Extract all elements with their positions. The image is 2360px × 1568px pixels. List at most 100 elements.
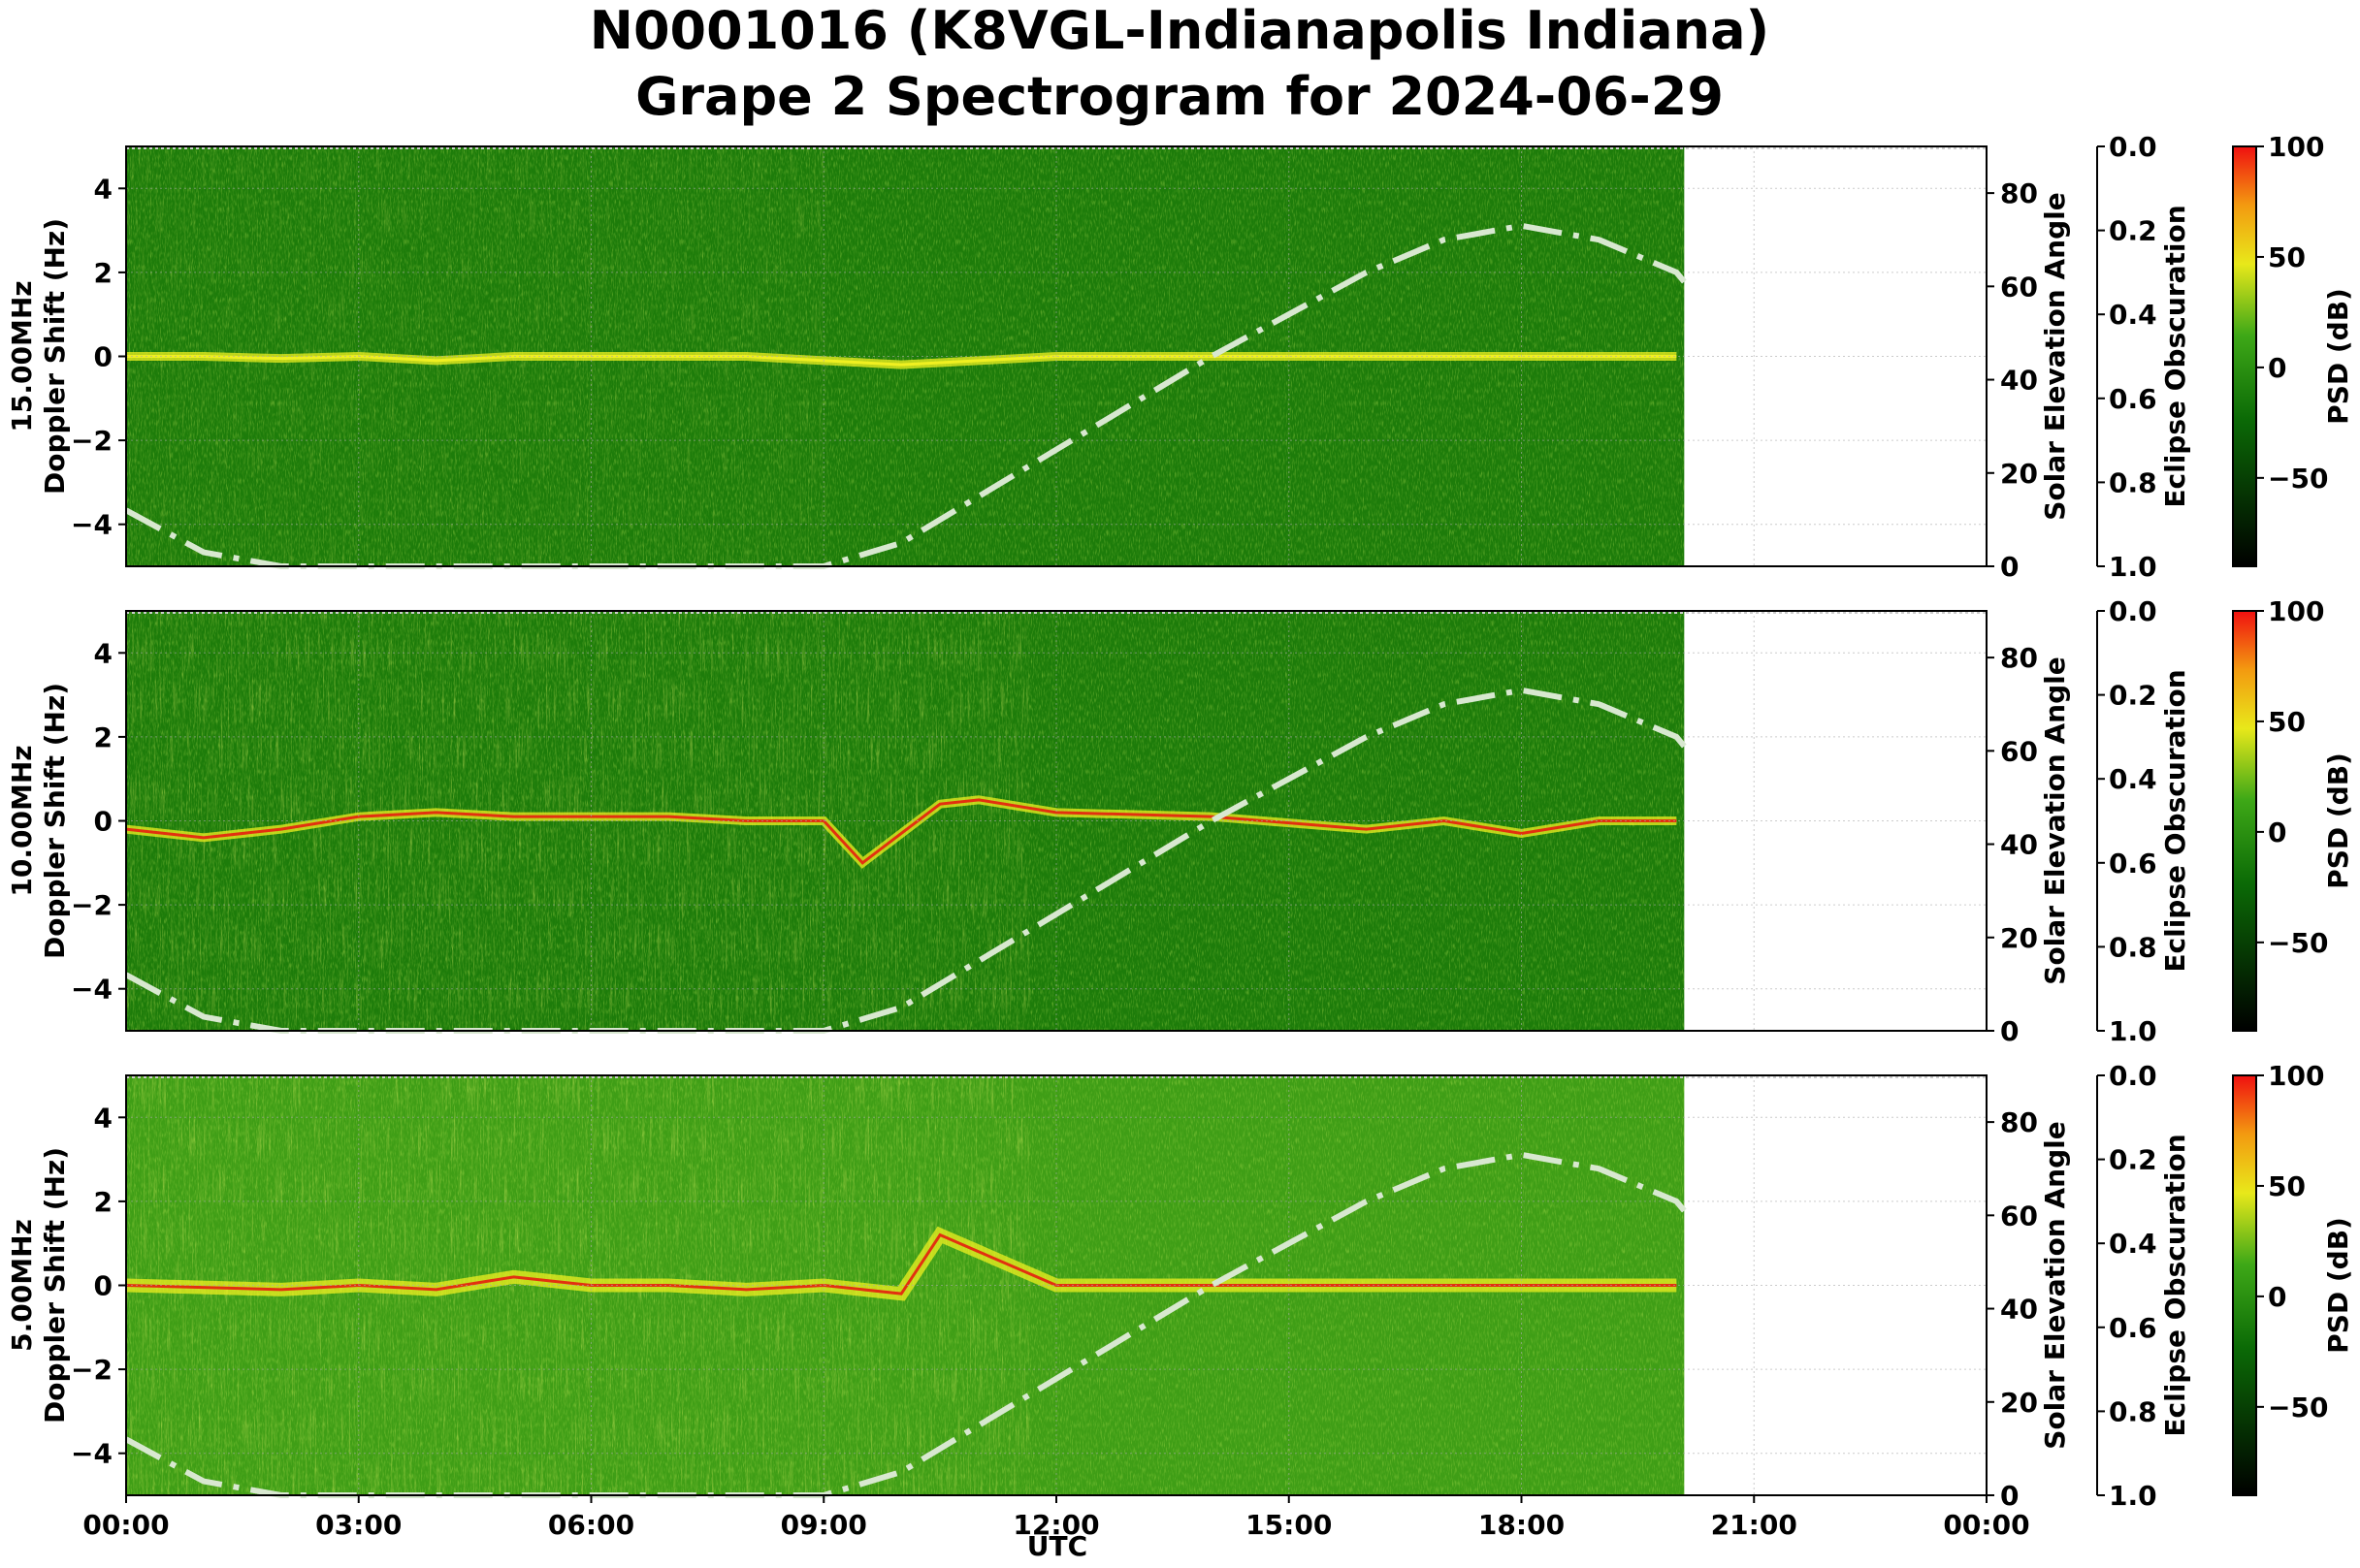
eclipse-tick-label: 0.2 (2109, 215, 2157, 247)
colorbar-label: PSD (dB) (2322, 752, 2354, 889)
eclipse-tick-label: 0.6 (2109, 1312, 2157, 1344)
eclipse-tick-label: 0.6 (2109, 383, 2157, 415)
y-axis-label: 15.00MHz Doppler Shift (Hz) (6, 218, 71, 495)
y-tick-label: 0 (94, 1270, 113, 1302)
x-tick-label: 12:00 (1013, 1509, 1099, 1541)
y-axis-label-band: 15.00MHz (6, 280, 38, 432)
eclipse-tick-label: 1.0 (2109, 1015, 2157, 1047)
y-axis-label-band: 10.00MHz (6, 745, 38, 896)
y-tick-label: −4 (71, 974, 113, 1006)
colorbar-tick-label: 50 (2268, 706, 2306, 738)
colorbar-tick-label: 100 (2268, 595, 2324, 627)
colorbar (2232, 610, 2257, 1032)
solar-tick-label: 0 (2000, 1015, 2019, 1047)
y-axis-label-doppler: Doppler Shift (Hz) (39, 683, 71, 959)
solar-tick-label: 80 (2000, 177, 2038, 209)
y-axis-label: 10.00MHz Doppler Shift (Hz) (6, 683, 71, 959)
solar-tick-label: 60 (2000, 271, 2038, 303)
panel-5.00MHz: −4 −2 0 2 4 5.00MHz Doppler Shift (Hz) 0 20 40 60 8… (6, 1060, 2354, 1541)
eclipse-axis-label: Eclipse Obscuration (2159, 669, 2191, 972)
eclipse-tick-label: 0.6 (2109, 848, 2157, 880)
eclipse-axis-label-group: Eclipse Obscuration (2159, 205, 2191, 507)
y-tick-label: −4 (71, 509, 113, 541)
solar-axis-label: Solar Elevation Angle (2039, 656, 2071, 984)
solar-tick-label: 0 (2000, 551, 2019, 583)
colorbar-tick-label: −50 (2268, 1392, 2328, 1424)
x-tick-label: 00:00 (82, 1509, 169, 1541)
eclipse-tick-label: 0.0 (2109, 595, 2157, 627)
figure-title-line1: N0001016 (K8VGL-Indianapolis Indiana) (590, 0, 1769, 61)
eclipse-axis-label-group: Eclipse Obscuration (2159, 1134, 2191, 1436)
x-tick-label: 21:00 (1711, 1509, 1797, 1541)
y-tick-label: −2 (71, 889, 113, 921)
colorbar (2232, 1074, 2257, 1496)
y-tick-label: 2 (94, 257, 113, 289)
solar-tick-label: 20 (2000, 922, 2038, 954)
eclipse-tick-label: 0.2 (2109, 680, 2157, 712)
y-tick-label: 4 (94, 173, 113, 205)
solar-tick-label: 40 (2000, 1294, 2038, 1326)
eclipse-axis-label: Eclipse Obscuration (2159, 205, 2191, 507)
panel-10.00MHz: −4 −2 0 2 4 10.00MHz Doppler Shift (Hz) 0 20 40 60… (6, 595, 2354, 1047)
colorbar-tick-label: 100 (2268, 1060, 2324, 1092)
eclipse-tick-label: 1.0 (2109, 551, 2157, 583)
x-tick-label: 06:00 (548, 1509, 634, 1541)
solar-tick-label: 20 (2000, 458, 2038, 490)
solar-axis-label-group: Solar Elevation Angle (2039, 192, 2071, 520)
y-axis-label-doppler: Doppler Shift (Hz) (39, 1147, 71, 1424)
eclipse-tick-label: 0.8 (2109, 1395, 2157, 1427)
y-axis-label-doppler: Doppler Shift (Hz) (39, 218, 71, 495)
eclipse-tick-label: 0.4 (2109, 1228, 2157, 1260)
solar-tick-label: 80 (2000, 1106, 2038, 1138)
eclipse-axis-label: Eclipse Obscuration (2159, 1134, 2191, 1436)
eclipse-tick-label: 0.0 (2109, 131, 2157, 163)
solar-axis-label: Solar Elevation Angle (2039, 192, 2071, 520)
solar-axis-label-group: Solar Elevation Angle (2039, 1121, 2071, 1449)
colorbar-tick-label: 0 (2268, 1281, 2286, 1313)
x-tick-label: 03:00 (315, 1509, 402, 1541)
solar-tick-label: 80 (2000, 642, 2038, 674)
figure-title-line2: Grape 2 Spectrogram for 2024-06-29 (635, 66, 1724, 127)
eclipse-tick-label: 0.4 (2109, 299, 2157, 331)
eclipse-tick-label: 0.8 (2109, 466, 2157, 498)
y-axis-label-band: 5.00MHz (6, 1219, 38, 1352)
colorbar-tick-label: 50 (2268, 241, 2306, 273)
axes-frame (125, 145, 1988, 567)
carrier-trace (126, 354, 1677, 367)
y-tick-label: 0 (94, 806, 113, 838)
y-tick-label: 0 (94, 341, 113, 373)
y-tick-label: 4 (94, 1102, 113, 1134)
colorbar-label-group: PSD (dB) (2322, 1217, 2354, 1354)
panel-15.00MHz: −4 −2 0 2 4 15.00MHz Doppler Shift (Hz) 0 20 40 60… (6, 131, 2354, 583)
x-tick-label: 09:00 (781, 1509, 867, 1541)
x-tick-label: 15:00 (1245, 1509, 1332, 1541)
solar-axis-label-group: Solar Elevation Angle (2039, 656, 2071, 984)
y-axis-label: 5.00MHz Doppler Shift (Hz) (6, 1147, 71, 1424)
colorbar-label: PSD (dB) (2322, 288, 2354, 425)
eclipse-axis-label-group: Eclipse Obscuration (2159, 669, 2191, 972)
eclipse-tick-label: 0.8 (2109, 931, 2157, 963)
y-tick-label: −2 (71, 425, 113, 457)
y-tick-label: −2 (71, 1354, 113, 1386)
colorbar-label: PSD (dB) (2322, 1217, 2354, 1354)
colorbar-tick-label: −50 (2268, 927, 2328, 959)
colorbar-tick-label: 0 (2268, 352, 2286, 384)
x-axis-label: UTC (1027, 1530, 1087, 1562)
solar-axis-label: Solar Elevation Angle (2039, 1121, 2071, 1449)
solar-tick-label: 20 (2000, 1387, 2038, 1419)
x-tick-label: 18:00 (1478, 1509, 1565, 1541)
eclipse-tick-label: 0.0 (2109, 1060, 2157, 1092)
eclipse-tick-label: 0.4 (2109, 763, 2157, 795)
colorbar-label-group: PSD (dB) (2322, 288, 2354, 425)
colorbar-label-group: PSD (dB) (2322, 752, 2354, 889)
eclipse-tick-label: 0.2 (2109, 1144, 2157, 1176)
solar-tick-label: 40 (2000, 829, 2038, 861)
x-tick-label: 00:00 (1943, 1509, 2029, 1541)
y-tick-label: 4 (94, 637, 113, 669)
colorbar-tick-label: 50 (2268, 1170, 2306, 1202)
carrier-trace (125, 798, 1677, 865)
y-tick-label: 2 (94, 1186, 113, 1218)
